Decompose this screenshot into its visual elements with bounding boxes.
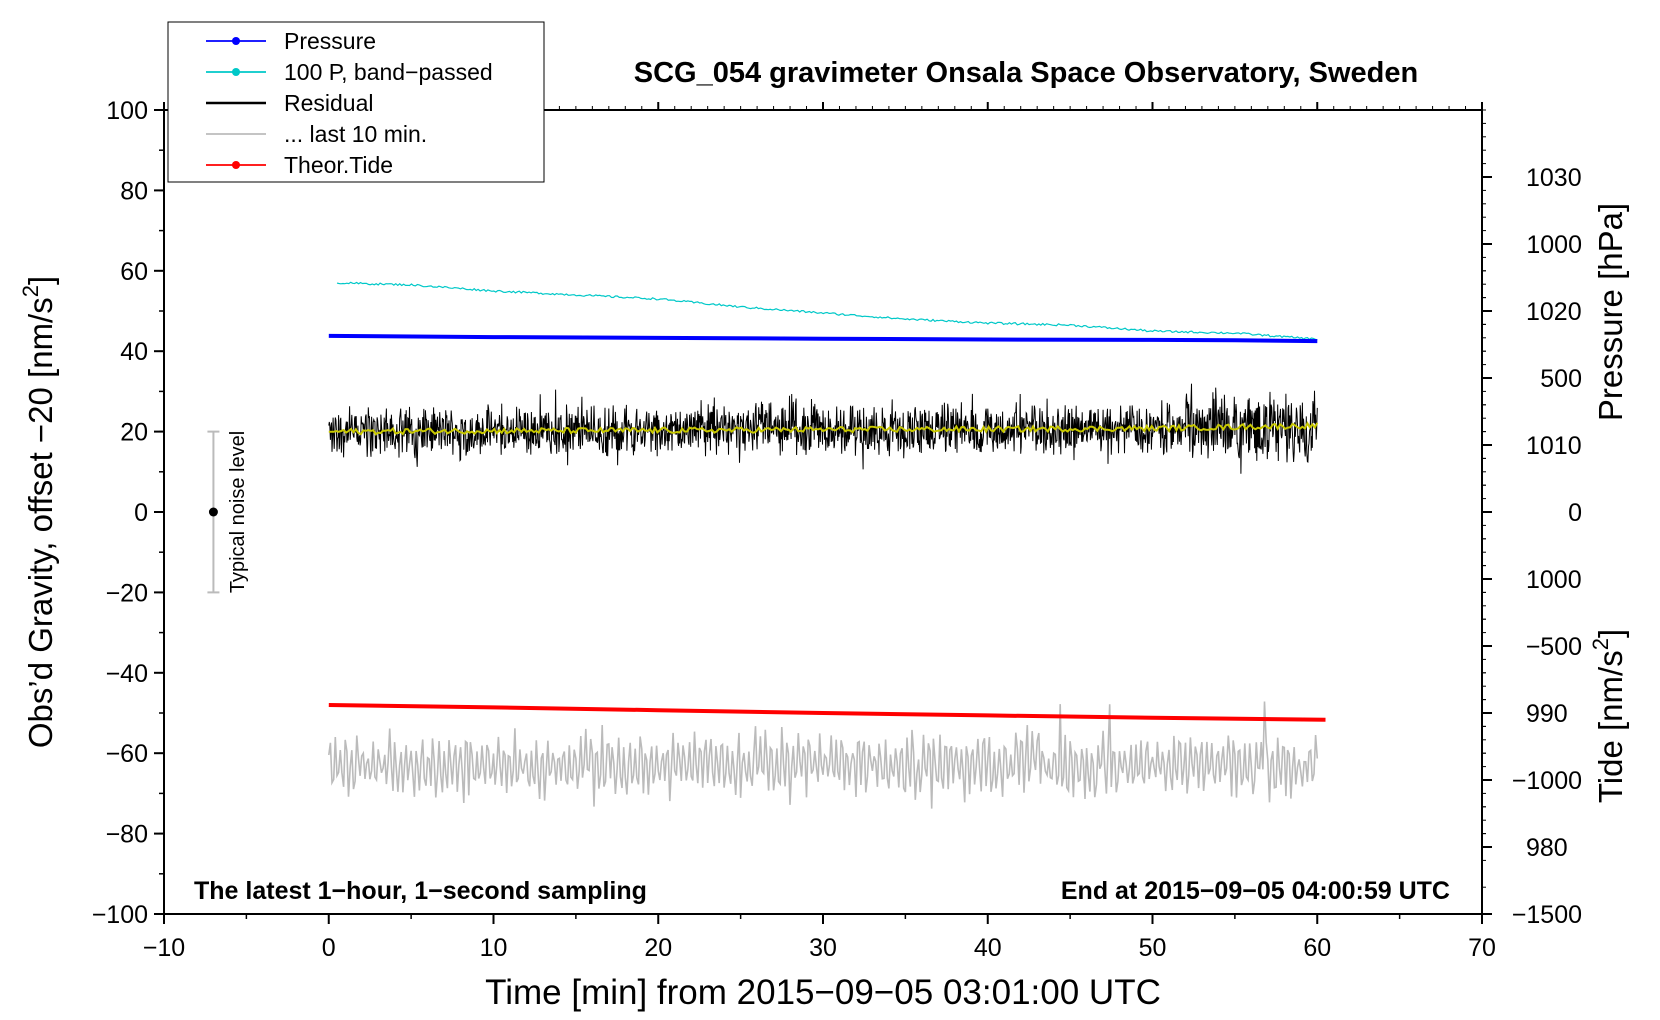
y-tick-label-left: −100	[92, 901, 148, 929]
smoothed-residual-line	[328, 421, 1319, 436]
y-axis-label-tide: Tide [nm/s2]	[1588, 629, 1629, 803]
legend: Pressure 100 P, band−passed Residual ... la…	[167, 21, 545, 183]
y-tick-label-left: 20	[120, 419, 148, 447]
y-tick-label-left: −40	[106, 660, 148, 688]
last-10-min-series-line	[328, 701, 1319, 809]
tide-tick-label: 0	[1568, 499, 1582, 527]
noise-level-indicator: Typical noise level	[207, 430, 249, 594]
x-tick-label: 70	[1468, 934, 1496, 962]
pressure-tick-label: 1030	[1526, 164, 1582, 192]
tide-tick-label: 1000	[1526, 231, 1582, 259]
x-tick-label: 10	[480, 934, 508, 962]
tick-layer: −10 0 10 20 30 40 50 60 70−100−80−60−40−20020406…	[92, 97, 1582, 962]
x-tick-label: 0	[322, 934, 336, 962]
legend-label: ... last 10 min.	[284, 121, 427, 147]
y-axis-label-left: Obs’d Gravity, offset −20 [nm/s2]	[18, 276, 59, 748]
residual-series-line	[328, 383, 1318, 474]
annotation-left: The latest 1−hour, 1−second sampling	[194, 877, 647, 905]
axes-frame	[163, 109, 1483, 915]
x-tick-label: −10	[143, 934, 185, 962]
legend-label: Pressure	[284, 28, 376, 54]
legend-label: Residual	[284, 90, 374, 116]
noise-level-label: Typical noise level	[227, 431, 249, 593]
y-tick-label-left: −20	[106, 579, 148, 607]
pressure-tick-label: 1000	[1526, 566, 1582, 594]
pressure-tick-label: 980	[1526, 834, 1568, 862]
chart-title: SCG_054 gravimeter Onsala Space Observat…	[634, 57, 1418, 89]
x-tick-label: 60	[1303, 934, 1331, 962]
x-axis-label: Time [min] from 2015−09−05 03:01:00 UTC	[485, 973, 1161, 1012]
y-tick-label-left: 80	[120, 177, 148, 205]
legend-marker	[232, 68, 240, 76]
tide-tick-label: −1000	[1512, 767, 1582, 795]
theor-tide-series-line	[328, 703, 1326, 722]
legend-label: 100 P, band−passed	[284, 59, 493, 85]
bandpassed-pressure-line	[336, 281, 1318, 341]
y-tick-label-left: −60	[106, 740, 148, 768]
chart-marks	[328, 281, 1326, 809]
y-tick-label-left: −80	[106, 821, 148, 849]
annotation-right: End at 2015−09−05 04:00:59 UTC	[1061, 877, 1450, 905]
y-tick-label-left: 0	[134, 499, 148, 527]
plot-frame	[163, 109, 1483, 915]
legend-marker	[232, 37, 240, 45]
pressure-tick-label: 1020	[1526, 298, 1582, 326]
pressure-tick-label: 1010	[1526, 432, 1582, 460]
legend-label: Theor.Tide	[284, 152, 393, 178]
x-tick-label: 30	[809, 934, 837, 962]
legend-marker	[232, 161, 240, 169]
x-tick-label: 40	[974, 934, 1002, 962]
y-tick-label-left: 100	[106, 97, 148, 125]
y-tick-label-left: 40	[120, 338, 148, 366]
pressure-tick-label: 990	[1526, 700, 1568, 728]
y-tick-label-left: 60	[120, 258, 148, 286]
tide-tick-label: 500	[1540, 365, 1582, 393]
tide-tick-label: −500	[1526, 633, 1582, 661]
tide-tick-label: −1500	[1512, 901, 1582, 929]
x-tick-label: 50	[1139, 934, 1167, 962]
x-tick-label: 20	[644, 934, 672, 962]
noise-bar-center-point	[208, 507, 218, 517]
pressure-series-line	[328, 333, 1318, 344]
y-axis-label-pressure: Pressure [hPa]	[1592, 203, 1629, 421]
